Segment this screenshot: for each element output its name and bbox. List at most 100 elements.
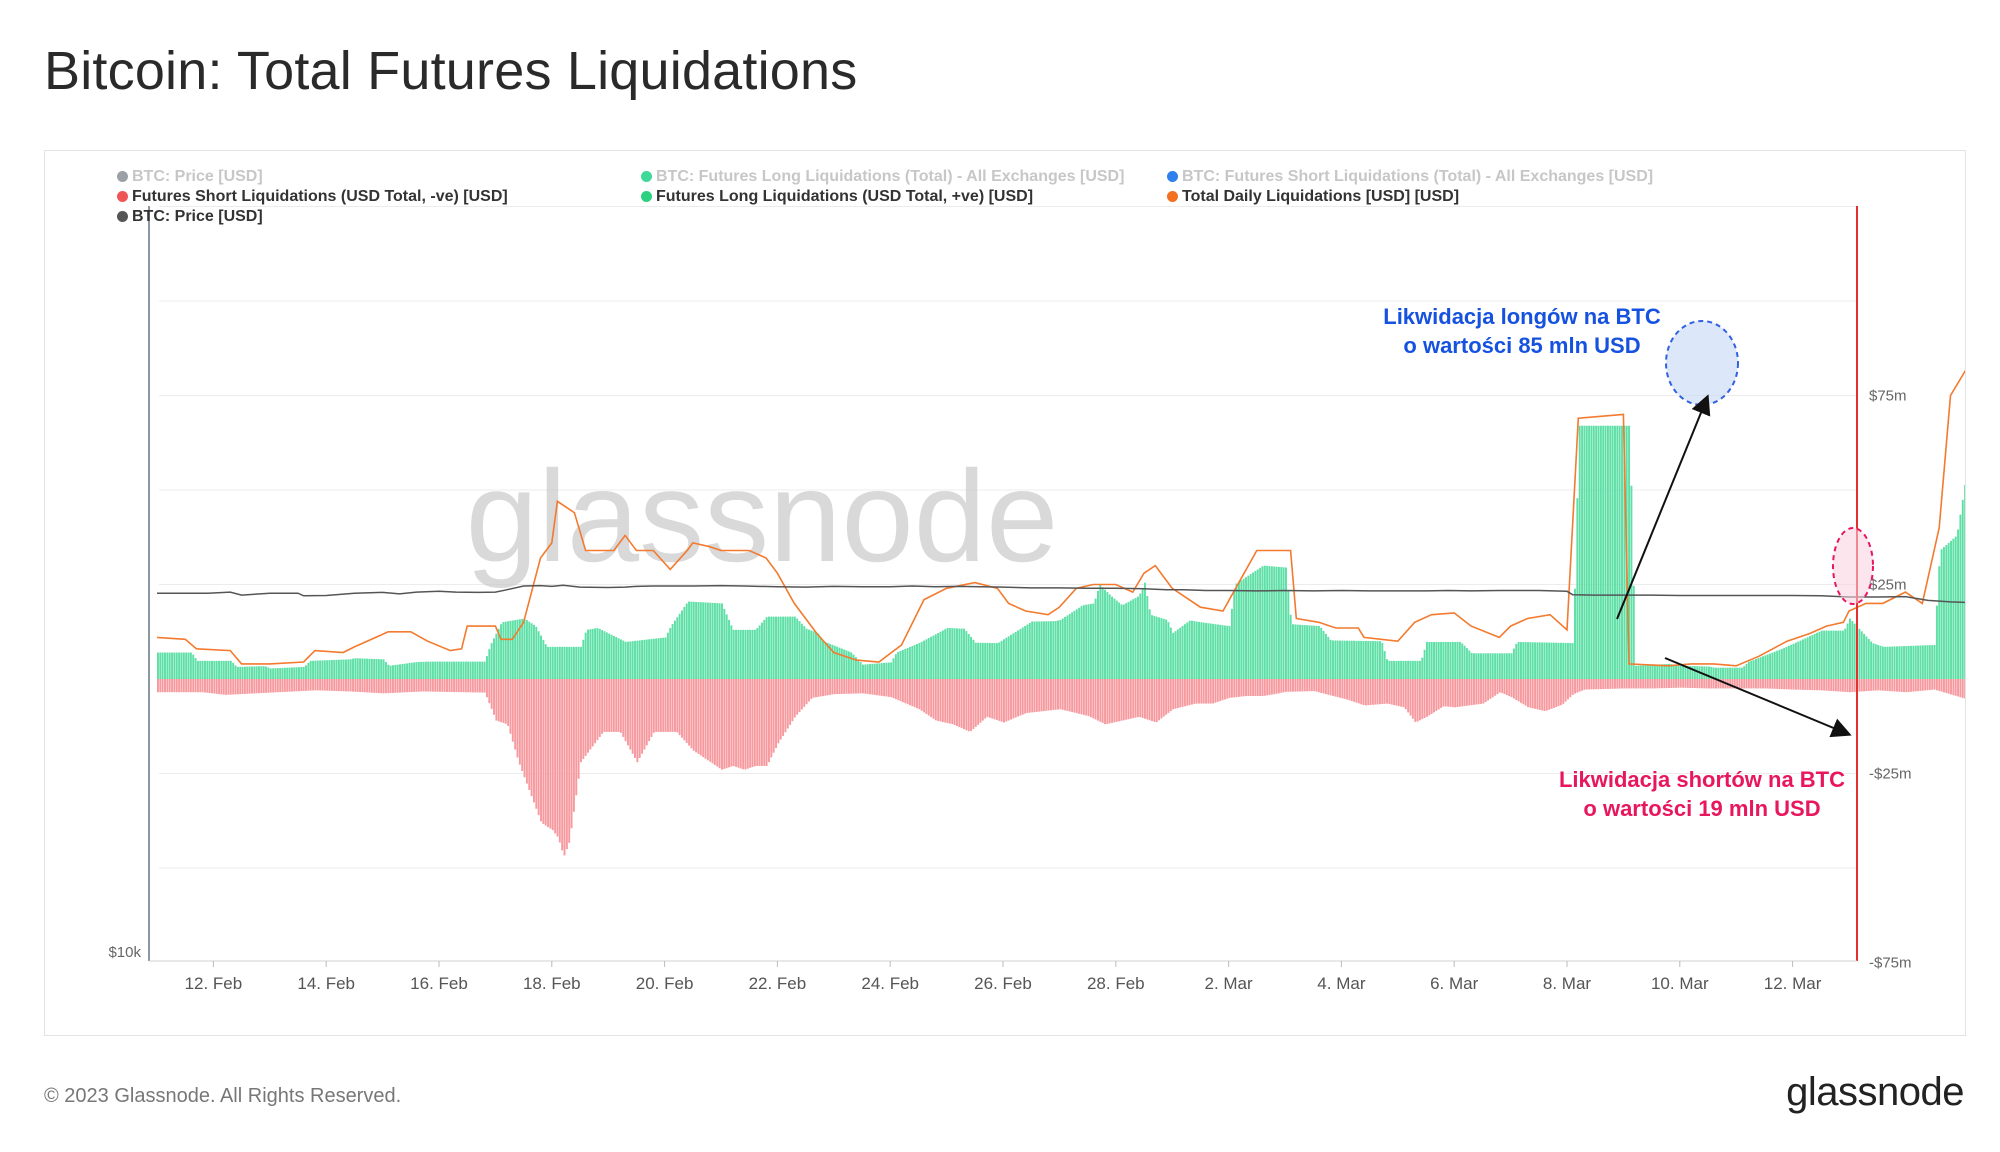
short-liquidation-bar bbox=[779, 679, 782, 740]
short-liquidation-bar bbox=[770, 679, 773, 758]
long-liquidation-bar bbox=[1310, 625, 1313, 679]
short-liquidation-bar bbox=[622, 679, 625, 737]
long-liquidation-bar bbox=[1146, 596, 1149, 679]
short-liquidation-bar bbox=[725, 679, 728, 769]
legend-item-long-liquidations-faded[interactable]: BTC: Futures Long Liquidations (Total) -… bbox=[641, 168, 1124, 186]
long-liquidation-bar bbox=[765, 617, 768, 679]
short-liquidation-bar bbox=[1212, 679, 1215, 704]
long-liquidation-bar bbox=[558, 646, 561, 679]
short-liquidation-bar bbox=[1494, 679, 1497, 696]
long-liquidation-bar bbox=[1755, 659, 1757, 679]
long-liquidation-bar bbox=[810, 630, 813, 679]
short-liquidation-bar bbox=[1277, 679, 1280, 694]
long-liquidation-bar bbox=[194, 658, 197, 679]
long-liquidation-bar bbox=[1743, 666, 1746, 679]
long-liquidation-bar bbox=[1658, 664, 1661, 679]
short-liquidation-bar bbox=[446, 679, 448, 692]
short-liquidation-bar bbox=[1162, 679, 1165, 717]
short-liquidation-bar bbox=[901, 679, 904, 703]
long-liquidation-bar bbox=[1024, 625, 1027, 679]
long-liquidation-bar bbox=[1470, 652, 1473, 679]
short-liquidation-bar bbox=[723, 679, 726, 769]
long-liquidation-bar bbox=[937, 633, 940, 679]
legend-item-total-daily[interactable]: Total Daily Liquidations [USD] [USD] bbox=[1167, 188, 1459, 206]
short-liquidation-bar bbox=[399, 679, 401, 693]
long-liquidation-bar bbox=[481, 661, 484, 679]
long-liquidation-bar bbox=[591, 628, 594, 679]
long-liquidation-bar bbox=[1787, 645, 1790, 679]
short-liquidation-bar bbox=[1353, 679, 1356, 702]
long-liquidation-bar bbox=[1386, 659, 1388, 679]
long-liquidation-bar bbox=[596, 628, 599, 679]
short-liquidation-bar bbox=[1794, 679, 1797, 690]
short-liquidation-bar bbox=[777, 679, 780, 744]
legend-item-long-liquidations[interactable]: Futures Long Liquidations (USD Total, +v… bbox=[641, 188, 1033, 206]
long-liquidation-bar bbox=[1935, 605, 1938, 679]
long-liquidation-bar bbox=[1198, 621, 1200, 679]
short-liquidation-bar bbox=[1484, 679, 1487, 702]
short-liquidation-bar bbox=[1181, 679, 1184, 707]
long-liquidation-bar bbox=[215, 660, 218, 679]
long-liquidation-bar bbox=[1388, 660, 1391, 679]
short-liquidation-bar bbox=[1148, 679, 1151, 721]
long-liquidation-bar bbox=[420, 661, 423, 679]
short-liquidation-bar bbox=[1209, 679, 1212, 704]
long-liquidation-bar bbox=[554, 646, 557, 679]
short-liquidation-bar bbox=[337, 679, 340, 692]
short-liquidation-bar bbox=[946, 679, 949, 724]
short-liquidation-bar bbox=[1289, 679, 1292, 692]
long-liquidation-bar bbox=[1026, 624, 1029, 679]
short-liquidation-bar bbox=[185, 679, 188, 693]
short-liquidation-bar bbox=[1242, 679, 1245, 697]
short-liquidation-bar bbox=[471, 679, 474, 693]
short-liquidation-bar bbox=[570, 679, 573, 829]
long-liquidation-bar bbox=[1823, 630, 1826, 679]
short-liquidation-bar bbox=[1750, 679, 1753, 689]
short-liquidation-bar bbox=[1386, 679, 1388, 704]
long-liquidation-bar bbox=[965, 631, 968, 679]
long-liquidation-bar bbox=[180, 652, 183, 679]
long-liquidation-bar bbox=[192, 654, 195, 679]
legend-item-short-liquidations[interactable]: Futures Short Liquidations (USD Total, -… bbox=[117, 188, 508, 206]
page-title: Bitcoin: Total Futures Liquidations bbox=[44, 41, 858, 101]
short-liquidation-bar bbox=[805, 679, 808, 705]
short-liquidation-bar bbox=[1745, 679, 1748, 689]
long-liquidation-bar bbox=[1611, 425, 1614, 679]
long-liquidation-bar bbox=[930, 636, 933, 679]
short-liquidation-bar bbox=[1684, 679, 1687, 688]
long-liquidation-bar bbox=[587, 629, 589, 679]
short-liquidation-bar bbox=[1047, 679, 1050, 711]
short-liquidation-bar bbox=[1188, 679, 1191, 706]
legend-item-btc-price[interactable]: BTC: Price [USD] bbox=[117, 208, 263, 226]
long-liquidation-bar bbox=[1891, 646, 1894, 679]
long-liquidation-bar bbox=[1106, 592, 1109, 679]
long-liquidation-bar bbox=[1158, 617, 1161, 679]
short-liquidation-bar bbox=[1715, 679, 1717, 689]
short-liquidation-bar bbox=[1656, 679, 1659, 689]
long-liquidation-bar bbox=[1938, 566, 1941, 679]
short-liquidation-bar bbox=[1783, 679, 1786, 690]
short-liquidation-bar bbox=[1024, 679, 1027, 714]
right-tick-label: $75m bbox=[1869, 388, 1907, 405]
legend-item-short-liquidations-faded[interactable]: BTC: Futures Short Liquidations (Total) … bbox=[1167, 168, 1653, 186]
short-liquidation-bar bbox=[1146, 679, 1149, 720]
short-liquidation-bar bbox=[721, 679, 723, 770]
long-liquidation-bar bbox=[709, 602, 712, 679]
short-liquidation-bar bbox=[1874, 679, 1877, 691]
short-liquidation-bar bbox=[1176, 679, 1179, 709]
long-liquidation-bar bbox=[1914, 645, 1917, 679]
long-liquidation-bar bbox=[1435, 641, 1438, 679]
long-liquidation-bar bbox=[403, 663, 406, 679]
short-liquidation-bar bbox=[584, 679, 587, 756]
short-liquidation-bar bbox=[1677, 679, 1680, 688]
long-liquidation-bar bbox=[1308, 625, 1311, 679]
short-liquidation-bar bbox=[1136, 679, 1139, 718]
long-liquidation-bar bbox=[417, 661, 420, 679]
short-liquidation-bar bbox=[384, 679, 387, 694]
legend-item-btc-price-faded[interactable]: BTC: Price [USD] bbox=[117, 168, 263, 186]
long-liquidation-bar bbox=[1132, 599, 1135, 679]
long-liquidation-bar bbox=[182, 652, 185, 679]
short-liquidation-bar bbox=[1957, 679, 1960, 697]
legend-dot-icon bbox=[641, 171, 652, 182]
long-liquidation-bar bbox=[547, 646, 550, 679]
